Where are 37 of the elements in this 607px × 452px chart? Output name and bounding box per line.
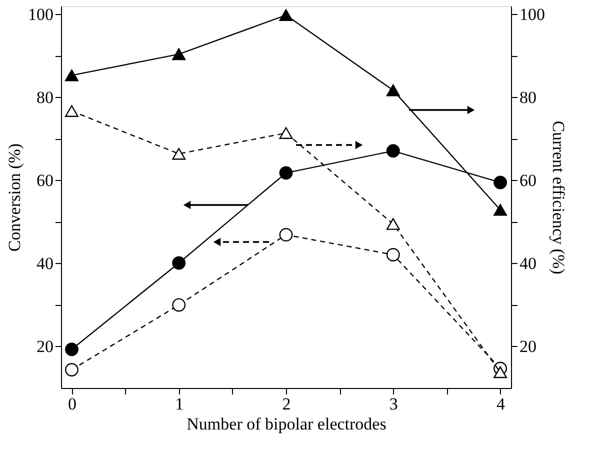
y-tick-label: 100 — [28, 4, 54, 24]
point — [494, 204, 508, 216]
point — [172, 256, 186, 270]
y-axis-title: Conversion (%) — [5, 143, 24, 252]
point — [64, 105, 78, 117]
point — [386, 84, 400, 96]
y-tick-label: 80 — [36, 88, 54, 107]
point — [64, 69, 78, 82]
point — [494, 176, 508, 190]
y2-axis-title: Current efficiency (%) — [549, 120, 568, 274]
x-axis-title: Number of bipolar electrodes — [186, 414, 386, 434]
point — [279, 228, 293, 242]
point — [172, 48, 186, 60]
y-tick-label: 40 — [36, 254, 54, 273]
y-tick-label: 20 — [36, 336, 54, 356]
y2-tick-label: 60 — [520, 170, 536, 190]
point — [386, 144, 400, 158]
point — [64, 363, 78, 376]
point — [279, 166, 293, 180]
point — [386, 248, 400, 262]
point — [494, 366, 508, 378]
x-tick-label: 0 — [68, 394, 76, 414]
point — [279, 9, 293, 22]
point — [386, 218, 400, 230]
y2-tick-label: 40 — [520, 254, 536, 273]
point — [172, 298, 186, 312]
y-tick-label: 60 — [36, 170, 54, 190]
y2-tick-label: 80 — [520, 88, 536, 107]
point — [64, 342, 78, 356]
y2-tick-label: 20 — [520, 336, 536, 356]
x-tick-label: 3 — [389, 394, 398, 414]
x-tick-label: 2 — [282, 394, 291, 414]
y2-tick-label: 100 — [520, 4, 545, 24]
x-tick-label: 1 — [175, 394, 184, 414]
point — [279, 127, 293, 139]
point — [172, 148, 186, 160]
x-tick-label: 4 — [496, 394, 506, 414]
